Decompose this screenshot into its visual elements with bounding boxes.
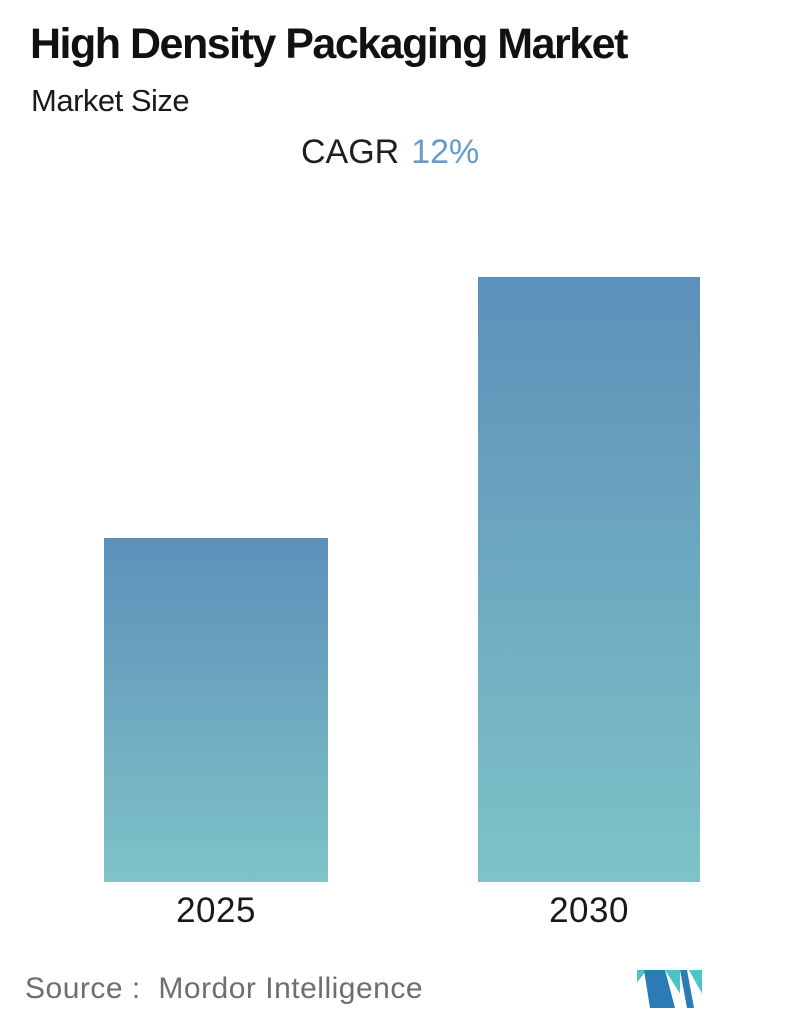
x-axis-label-2030: 2030 — [549, 891, 629, 930]
chart-subtitle: Market Size — [31, 83, 190, 118]
cagr-annotation: CAGR 12% — [301, 133, 479, 172]
mordor-intelligence-logo-icon — [637, 970, 702, 1008]
source-attribution: Source : Mordor Intelligence — [25, 972, 424, 1005]
bar-2025 — [104, 538, 328, 882]
cagr-label: CAGR — [301, 133, 400, 171]
chart-title: High Density Packaging Market — [30, 20, 628, 68]
x-axis-label-2025: 2025 — [176, 891, 256, 930]
bar-2030 — [478, 277, 700, 882]
cagr-value: 12% — [411, 133, 480, 171]
